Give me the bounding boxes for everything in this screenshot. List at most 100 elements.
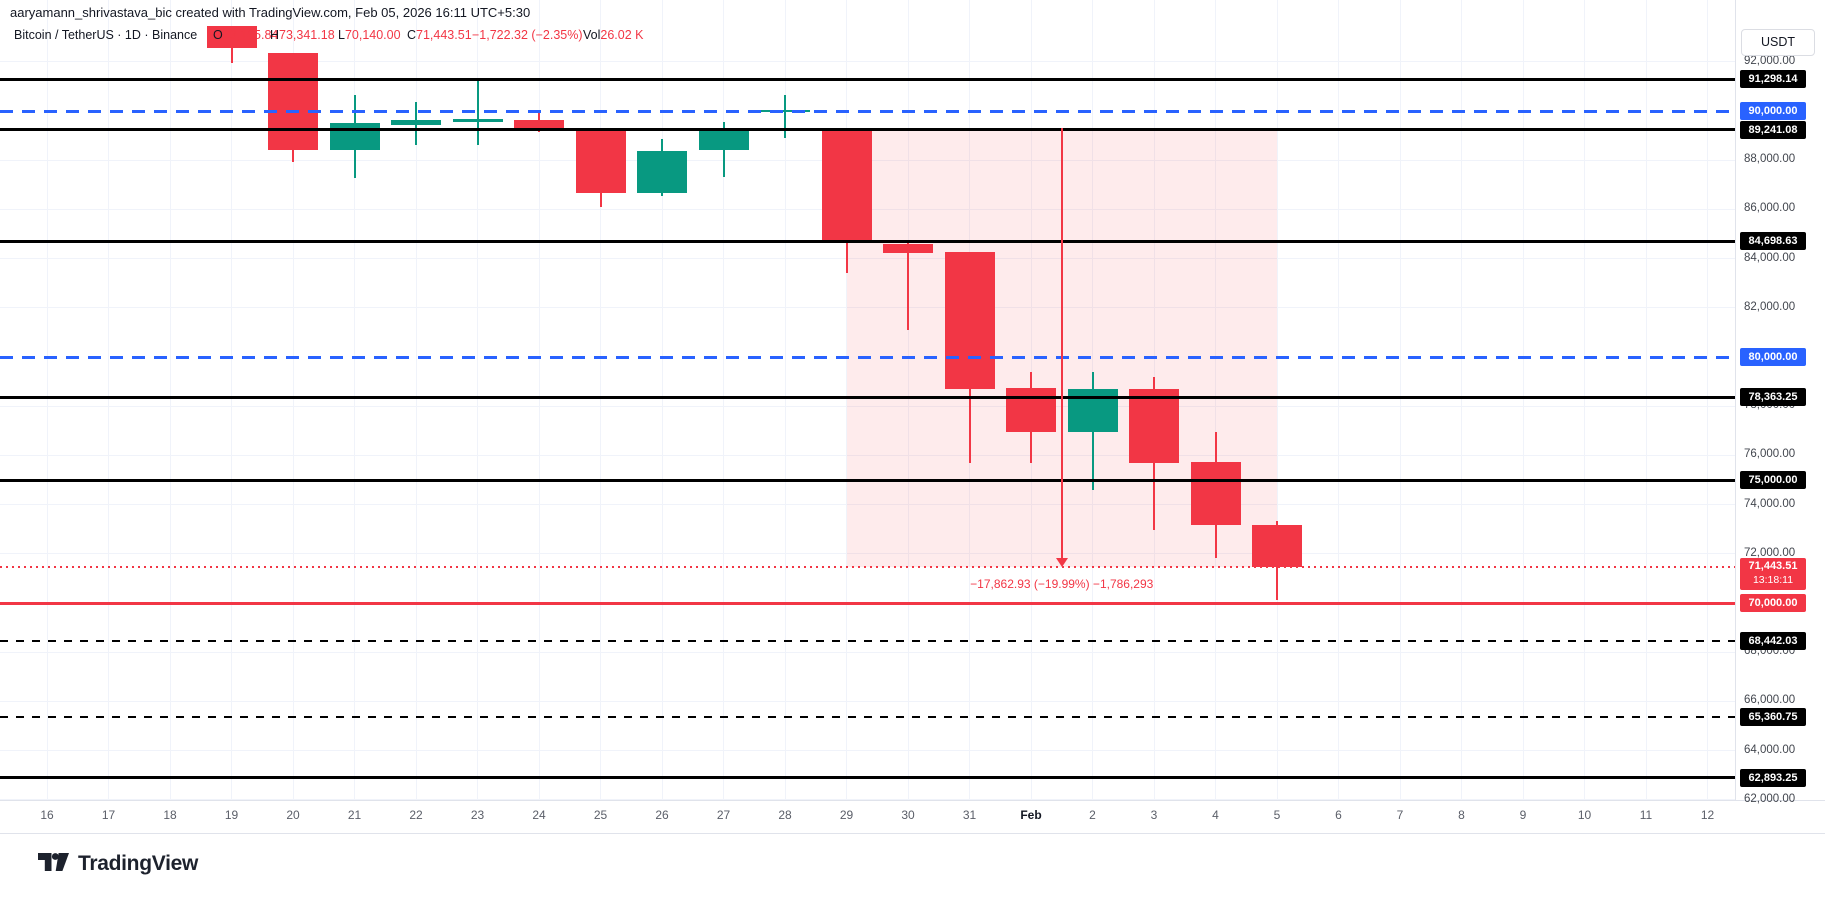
price-level-line-75,000.00[interactable]	[0, 478, 1735, 482]
price-axis-tick: 72,000.00	[1744, 546, 1796, 559]
price-axis-label-68,442.03: 68,442.03	[1740, 632, 1806, 651]
price-axis-tick: 66,000.00	[1744, 694, 1796, 707]
candle-body-jan-30	[883, 243, 933, 253]
gridline-vertical	[1215, 0, 1216, 800]
price-axis-label-75,000.00: 75,000.00	[1740, 471, 1806, 489]
gridline-vertical	[600, 0, 601, 800]
time-axis-label-2: 2	[1089, 808, 1096, 822]
gridline-horizontal	[0, 258, 1735, 260]
measure-arrow-line	[1060, 128, 1063, 560]
candle-body-feb-3	[1129, 388, 1179, 463]
price-level-line-80,000.00[interactable]	[0, 355, 1735, 359]
symbol-title[interactable]: Bitcoin / TetherUS · 1D · Binance	[14, 28, 198, 42]
gridline-vertical	[1461, 0, 1462, 800]
gridline-vertical	[354, 0, 355, 800]
gridline-vertical	[231, 0, 232, 800]
gridline-vertical	[415, 0, 417, 800]
price-axis-label-90,000.00: 90,000.00	[1740, 102, 1806, 120]
change-value: −1,722.32 (−2.35%)	[472, 28, 583, 42]
gridline-vertical	[1399, 0, 1401, 800]
time-axis-label-31: 31	[962, 808, 977, 822]
price-level-line-65,360.75[interactable]	[0, 716, 1735, 719]
time-axis-label-29: 29	[839, 808, 854, 822]
gridline-horizontal	[0, 553, 1735, 555]
candle-wick-jan-28	[784, 95, 786, 139]
price-level-line-91,298.14[interactable]	[0, 77, 1735, 81]
gridline-horizontal	[0, 799, 1735, 801]
bar-countdown: 13:18:11	[1752, 574, 1794, 587]
gridline-horizontal	[0, 454, 1735, 456]
volume-readout: Vol26.02 K	[583, 28, 644, 42]
time-axis-label-12: 12	[1700, 808, 1715, 822]
price-axis[interactable]	[1735, 0, 1825, 833]
time-axis-label-10: 10	[1577, 808, 1592, 822]
gridline-horizontal	[0, 61, 1735, 63]
price-level-line-78,363.25[interactable]	[0, 395, 1735, 399]
time-axis[interactable]	[0, 800, 1825, 834]
candle-body-feb-5	[1252, 525, 1302, 568]
time-axis-label-24: 24	[532, 808, 546, 822]
symbol-legend: Bitcoin / TetherUS · 1D · Binance O73,16…	[0, 28, 900, 46]
gridline-vertical	[907, 0, 909, 800]
time-axis-label-20: 20	[286, 808, 300, 822]
time-axis-label-21: 21	[347, 808, 362, 822]
price-axis-tick: 86,000.00	[1744, 202, 1796, 215]
time-axis-label-30: 30	[901, 808, 915, 822]
price-axis-label-65,360.75: 65,360.75	[1740, 708, 1806, 727]
price-level-line-62,893.25[interactable]	[0, 776, 1735, 780]
gridline-vertical	[108, 0, 109, 800]
time-axis-label-25: 25	[593, 808, 608, 822]
gridline-vertical	[784, 0, 786, 800]
measure-label: −17,862.93 (−19.99%) −1,786,293	[970, 577, 1154, 592]
gridline-vertical	[661, 0, 663, 800]
gridline-horizontal	[0, 405, 1735, 407]
ohlc-open: O73,165.84	[213, 28, 279, 42]
gridline-vertical	[1276, 0, 1278, 800]
price-axis-label-62,893.25: 62,893.25	[1740, 768, 1806, 787]
time-axis-label-22: 22	[409, 808, 423, 822]
price-level-line-68,442.03[interactable]	[0, 640, 1735, 643]
ohlc-low: L70,140.00	[338, 28, 401, 42]
gridline-vertical	[1645, 0, 1647, 800]
gridline-horizontal	[0, 307, 1735, 309]
time-axis-label-Feb: Feb	[1020, 808, 1042, 822]
ohlc-close: C71,443.51	[407, 28, 472, 42]
gridline-horizontal	[0, 651, 1735, 653]
price-axis-tick: 76,000.00	[1744, 448, 1796, 461]
time-axis-label-27: 27	[716, 808, 731, 822]
time-axis-label-8: 8	[1458, 808, 1465, 822]
gridline-vertical	[1338, 0, 1339, 800]
gridline-vertical	[538, 0, 540, 800]
time-axis-label-28: 28	[778, 808, 792, 822]
tradingview-logo[interactable]: TradingView	[38, 852, 198, 876]
usdt-currency-button[interactable]: USDT	[1741, 29, 1815, 56]
candle-body-feb-1	[1006, 387, 1056, 433]
candle-body-jan-29	[821, 130, 872, 242]
current-price-label: 71,443.51 13:18:11	[1740, 558, 1806, 591]
price-level-line-84,698.63[interactable]	[0, 239, 1735, 243]
price-axis-label-80,000.00: 80,000.00	[1740, 348, 1806, 366]
measure-arrow-head	[1055, 558, 1068, 568]
time-axis-label-4: 4	[1212, 808, 1219, 822]
price-level-line-70,000.00[interactable]	[0, 601, 1735, 605]
time-axis-label-9: 9	[1519, 808, 1527, 822]
tradingview-logo-icon	[38, 852, 69, 876]
gridline-horizontal	[0, 504, 1735, 506]
candle-body-jan-20	[268, 52, 318, 150]
price-axis-tick: 84,000.00	[1744, 251, 1796, 264]
gridline-vertical	[846, 0, 847, 800]
candle-body-jan-19	[206, 26, 257, 49]
price-axis-label-91,298.14: 91,298.14	[1740, 70, 1806, 89]
candle-body-jan-31	[944, 251, 995, 389]
price-level-line-89,241.08[interactable]	[0, 128, 1735, 132]
time-axis-label-5: 5	[1273, 808, 1281, 822]
price-level-line-90,000.00[interactable]	[0, 109, 1735, 113]
current-price-line[interactable]	[0, 566, 1735, 569]
candle-body-jan-23	[452, 118, 503, 122]
time-axis-label-17: 17	[101, 808, 116, 822]
time-axis-label-3: 3	[1150, 808, 1158, 822]
